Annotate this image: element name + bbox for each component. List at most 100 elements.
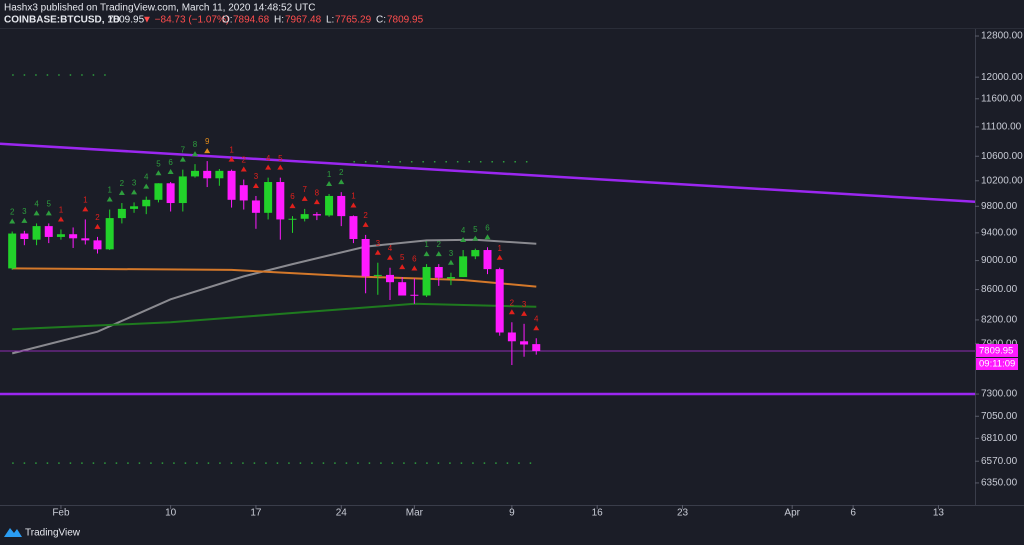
- td-marker: [106, 196, 113, 202]
- td-marker: [179, 156, 186, 162]
- y-tick-label: 10200.00: [981, 175, 1023, 186]
- candle-body: [227, 170, 236, 200]
- td-marker: [447, 259, 454, 265]
- trendline: [0, 142, 976, 203]
- x-tick-label: Apr: [784, 508, 800, 519]
- candle-body: [130, 206, 139, 209]
- candle-body: [434, 266, 443, 278]
- close-value: 7809.95: [387, 15, 424, 26]
- countdown-tag: [976, 357, 1018, 370]
- td-marker: [82, 206, 89, 212]
- candle-body: [312, 214, 321, 216]
- symbol: COINBASE:BTCUSD, 1D: [4, 15, 120, 26]
- y-tick-label: 8200.00: [981, 315, 1018, 326]
- td-marker: [533, 325, 540, 331]
- candle-body: [191, 170, 199, 177]
- td-label: 2: [437, 240, 442, 249]
- td-label: 3: [376, 239, 381, 248]
- candle-body: [483, 250, 492, 270]
- td-label: 5: [278, 154, 283, 163]
- td-marker: [204, 148, 211, 154]
- price: 7809.95: [108, 15, 145, 26]
- x-tick-label: 9: [509, 508, 515, 519]
- td-marker: [313, 199, 320, 205]
- x-tick-label: 10: [165, 508, 177, 519]
- logo-icon: [4, 528, 22, 537]
- td-label: 1: [59, 206, 64, 215]
- td-label: 1: [351, 192, 356, 201]
- candle-body: [56, 234, 65, 237]
- y-tick-label: 11600.00: [981, 93, 1022, 104]
- byline: Hashx3 published on TradingView.com, Mar…: [4, 3, 315, 14]
- candle-body: [20, 233, 29, 239]
- td-label: 6: [290, 192, 295, 201]
- td-marker: [362, 221, 369, 227]
- candle-body: [386, 274, 394, 283]
- y-tick-label: 7050.00: [981, 411, 1018, 422]
- td-label: 4: [266, 154, 271, 163]
- td-label: 4: [388, 244, 393, 253]
- candle-body: [361, 238, 370, 277]
- candle-body: [203, 170, 212, 179]
- candle-body: [178, 176, 187, 204]
- candle-body: [446, 277, 455, 279]
- td-marker: [435, 251, 442, 257]
- y-tick-label: 7900.00: [981, 338, 1018, 349]
- td-label: 2: [363, 211, 368, 220]
- td-label: 1: [327, 170, 332, 179]
- td-marker: [167, 169, 174, 175]
- td-label: 7: [302, 185, 307, 194]
- candle-body: [349, 216, 358, 239]
- candle-body: [154, 183, 163, 200]
- td-label: 7: [181, 146, 186, 155]
- td-label: 3: [522, 300, 527, 309]
- x-tick-label: 6: [850, 508, 856, 519]
- td-marker: [57, 216, 64, 222]
- td-label: 1: [107, 186, 112, 195]
- price-tag-label: 7809.95: [979, 346, 1013, 357]
- candle-body: [81, 238, 90, 241]
- td-marker: [45, 210, 52, 216]
- y-tick-label: 9400.00: [981, 227, 1018, 238]
- td-marker: [240, 166, 247, 172]
- td-label: 5: [156, 159, 161, 168]
- moving-average: [12, 267, 537, 288]
- td-label: 4: [534, 314, 539, 323]
- candle-body: [288, 218, 297, 220]
- y-tick-label: 6570.00: [981, 456, 1018, 467]
- candle-body: [215, 170, 224, 179]
- candle-body: [32, 226, 41, 240]
- y-tick-label: 11100.00: [981, 122, 1022, 133]
- candle-body: [398, 282, 407, 296]
- candle-body: [325, 195, 334, 216]
- td-label: 2: [242, 156, 247, 165]
- candle-body: [105, 218, 114, 250]
- high-label: H:: [274, 15, 284, 26]
- td-label: 6: [485, 223, 490, 232]
- x-tick-label: Mar: [406, 508, 424, 519]
- td-marker: [192, 151, 198, 157]
- close-label: C:: [376, 15, 386, 26]
- td-marker: [484, 234, 491, 240]
- high-value: 7967.48: [285, 15, 322, 26]
- candle-body: [507, 332, 516, 342]
- candle-body: [251, 200, 260, 213]
- td-marker: [326, 181, 333, 187]
- candle-body: [166, 183, 175, 204]
- td-label: 3: [254, 172, 259, 181]
- brand: TradingView: [25, 528, 81, 539]
- td-marker: [277, 164, 284, 170]
- candle-body: [459, 256, 468, 278]
- td-marker: [350, 202, 357, 208]
- td-marker: [411, 265, 418, 271]
- td-label: 2: [339, 168, 344, 177]
- x-tick-label: Feb: [52, 508, 70, 519]
- td-label: 3: [132, 179, 137, 188]
- countdown-label: 09:11:09: [979, 359, 1015, 370]
- td-marker: [131, 189, 138, 195]
- candle-body: [93, 240, 102, 250]
- candle-body: [117, 208, 126, 219]
- td-marker: [472, 235, 479, 241]
- td-marker: [301, 195, 308, 201]
- x-tick-label: 16: [592, 508, 604, 519]
